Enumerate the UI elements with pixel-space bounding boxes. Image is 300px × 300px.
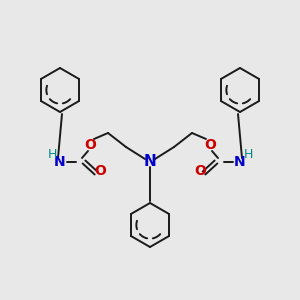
Text: H: H (243, 148, 253, 160)
Text: N: N (234, 155, 246, 169)
Text: N: N (144, 154, 156, 169)
Text: O: O (84, 138, 96, 152)
Text: O: O (194, 164, 206, 178)
Text: O: O (94, 164, 106, 178)
Text: N: N (54, 155, 66, 169)
Text: O: O (204, 138, 216, 152)
Text: H: H (47, 148, 57, 160)
